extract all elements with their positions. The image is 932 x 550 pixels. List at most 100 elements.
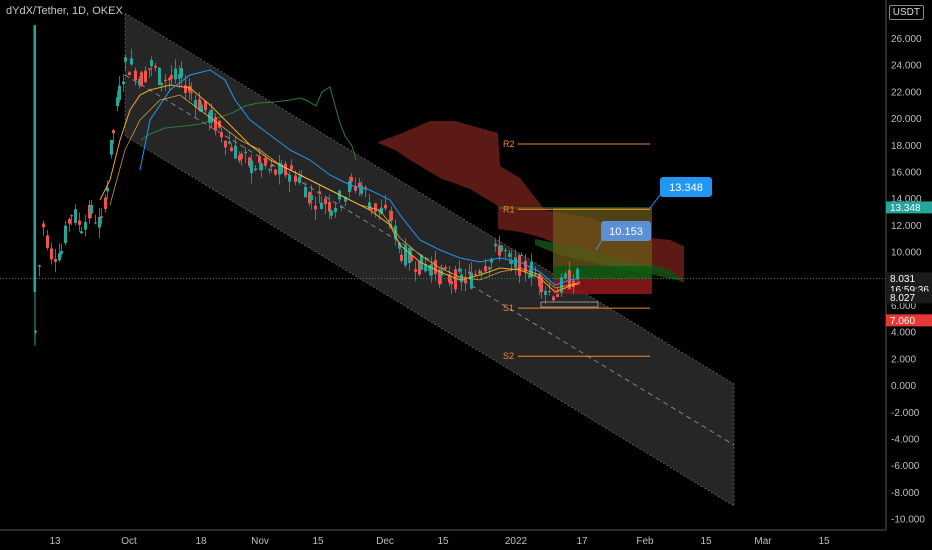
candle-body <box>430 264 433 276</box>
candle-body <box>334 207 337 213</box>
candle-body <box>454 269 457 290</box>
candle-body <box>164 79 167 82</box>
y-tick-label: 18.000 <box>891 141 922 152</box>
channel-midline <box>124 74 735 446</box>
candle-body <box>274 169 277 175</box>
candle-body <box>564 273 567 279</box>
candle-body <box>88 204 91 219</box>
candle-body <box>284 163 287 176</box>
candle-body <box>78 220 81 225</box>
candle-body <box>460 274 463 283</box>
candle-body <box>350 177 353 182</box>
candle-body <box>280 164 283 174</box>
candle-body <box>46 235 49 248</box>
zone-right <box>652 208 682 294</box>
y-tick-label: 12.000 <box>891 221 922 232</box>
price-badge-bg <box>886 272 932 285</box>
candle-body <box>374 203 377 212</box>
candle-body <box>324 198 327 205</box>
candle-body <box>194 100 197 107</box>
y-tick-label: -6.000 <box>891 461 920 472</box>
currency-badge[interactable]: USDT <box>888 5 924 20</box>
candle-body <box>54 259 57 262</box>
candle-body <box>278 162 281 175</box>
candle-body <box>84 221 87 230</box>
candle-body <box>544 290 547 295</box>
candle-body <box>260 163 263 171</box>
candle-body <box>458 268 461 272</box>
candle-body <box>254 168 257 171</box>
candle-body <box>394 225 397 240</box>
candle-body <box>268 169 271 171</box>
candle-body <box>524 260 527 272</box>
candle-body <box>104 197 107 209</box>
candle-body <box>320 202 323 209</box>
x-tick-label: Mar <box>754 536 772 547</box>
price-badge-1: 8.031 <box>890 274 915 285</box>
candle-body <box>248 157 251 166</box>
candle-body <box>200 104 203 112</box>
candle-body <box>290 165 293 170</box>
y-tick-label: 4.000 <box>891 328 916 339</box>
candle-body <box>440 270 443 277</box>
candle-body <box>42 223 45 228</box>
candle-body <box>410 255 413 261</box>
candle-body <box>304 186 307 198</box>
candle-body <box>474 274 477 276</box>
candle-body <box>198 99 201 110</box>
candle-body <box>124 57 127 62</box>
candle-body <box>68 219 71 224</box>
candle-body <box>490 258 493 263</box>
candle-body <box>480 272 483 274</box>
y-tick-label: 2.000 <box>891 354 916 365</box>
callout-target-text: 13.348 <box>669 182 703 194</box>
lagging-line <box>140 86 357 161</box>
y-tick-label: 14.000 <box>891 194 922 205</box>
candle-body <box>518 255 521 277</box>
candle-body <box>130 58 133 65</box>
candle-body <box>154 65 157 68</box>
y-tick-label: 24.000 <box>891 61 922 72</box>
y-tick-label: 22.000 <box>891 87 922 98</box>
candle-body <box>520 255 523 257</box>
candle-body <box>448 274 451 283</box>
x-tick-label: 15 <box>818 536 830 547</box>
candle-body <box>478 271 481 274</box>
candle-body <box>556 294 559 298</box>
x-tick-label: 13 <box>49 536 61 547</box>
x-tick-label: 15 <box>312 536 324 547</box>
candle-body <box>80 231 83 234</box>
candle-body <box>38 265 41 267</box>
candle-body <box>308 192 311 204</box>
candle-body <box>398 242 401 249</box>
candle-body <box>508 253 511 257</box>
candle-body <box>50 248 53 260</box>
candle-body <box>106 187 109 192</box>
candle-body <box>214 116 217 131</box>
candle-body <box>294 175 297 183</box>
pivot-label-r2: R2 <box>503 139 515 149</box>
candle-body <box>444 267 447 269</box>
candle-body <box>510 260 513 264</box>
candle-body <box>298 176 301 183</box>
candle-body <box>360 185 363 194</box>
candle-body <box>438 269 441 285</box>
candle-body <box>144 70 147 83</box>
callout-target-box <box>660 177 712 197</box>
candle-body <box>64 225 67 244</box>
candle-body <box>310 195 313 201</box>
candle-body <box>264 158 267 166</box>
candle-body <box>424 264 427 272</box>
callout-mid-text: 10.153 <box>609 226 643 238</box>
candle-body <box>180 68 183 78</box>
candle-body <box>572 280 575 288</box>
candle-body <box>250 160 253 174</box>
price-badge-3: 8.027 <box>890 293 915 304</box>
price-badge-bg <box>886 201 932 214</box>
price-badge-0: 13.348 <box>890 203 921 214</box>
candle-body <box>100 216 103 218</box>
candle-body <box>140 72 143 87</box>
candle-body <box>210 109 213 123</box>
chart-title: dYdX/Tether, 1D, OKEX <box>6 5 123 17</box>
